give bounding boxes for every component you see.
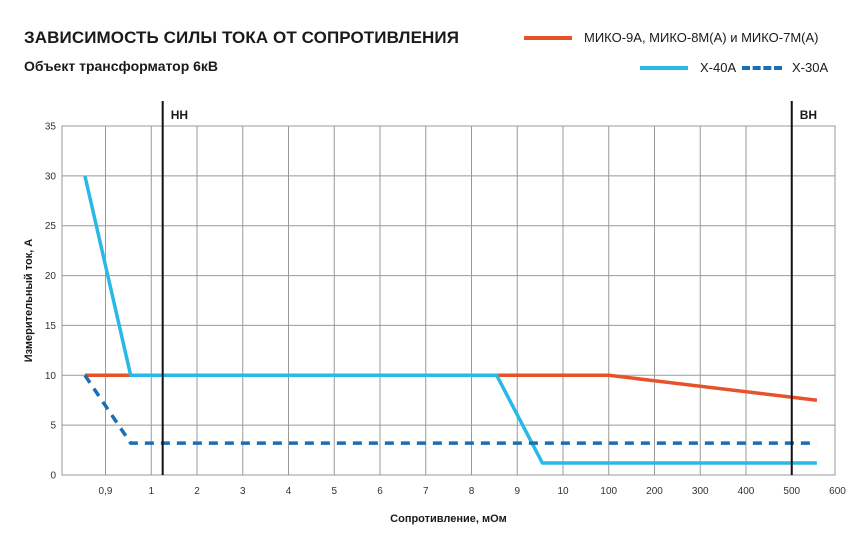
y-tick-label: 10	[45, 371, 57, 382]
series-line-miko	[84, 373, 818, 402]
x-tick-label: 300	[692, 486, 709, 497]
legend-label-x40: Х-40А	[700, 60, 737, 75]
legend-item-x40: Х-40А	[640, 60, 736, 75]
x-tick-label: 9	[514, 486, 520, 497]
y-tick-label: 25	[45, 221, 57, 232]
y-tick-label: 20	[45, 271, 57, 282]
y-tick-label: 5	[50, 421, 56, 432]
legend-item-x30: Х-30А	[742, 60, 828, 75]
x-tick-label: 4	[286, 486, 292, 497]
series-line-x30	[83, 374, 817, 445]
x-tick-label: 7	[423, 486, 429, 497]
x-tick-label: 5	[331, 486, 337, 497]
legend-swatch-x30	[742, 65, 782, 70]
legend-swatch-miko	[524, 35, 572, 40]
y-axis-label: Измерительный ток, А	[23, 239, 35, 363]
chart-title: ЗАВИСИМОСТЬ СИЛЫ ТОКА ОТ СОПРОТИВЛЕНИЯ	[24, 28, 460, 47]
x-tick-label: 600	[829, 486, 846, 497]
x-tick-label: 100	[600, 486, 617, 497]
x-tick-label: 200	[646, 486, 663, 497]
marker-label-nn: НН	[171, 108, 188, 122]
legend-swatch-x40	[640, 65, 688, 70]
x-tick-label: 10	[557, 486, 569, 497]
y-tick-label: 15	[45, 321, 57, 332]
x-tick-label: 400	[738, 486, 755, 497]
legend-label-miko: МИКО-9А, МИКО-8М(А) и МИКО-7М(А)	[584, 30, 819, 45]
plot-frame	[61, 125, 836, 476]
legend-item-miko: МИКО-9А, МИКО-8М(А) и МИКО-7М(А)	[524, 30, 819, 45]
x-tick-label: 1	[148, 486, 154, 497]
x-axis-label: Сопротивление, мОм	[390, 513, 507, 525]
y-tick-label: 0	[50, 471, 56, 482]
marker-label-vn: ВН	[800, 108, 817, 122]
x-tick-label: 6	[377, 486, 383, 497]
x-tick-label: 0,9	[99, 486, 113, 497]
x-tick-label: 8	[469, 486, 475, 497]
chart-subtitle: Объект трансформатор 6кВ	[24, 58, 219, 74]
y-tick-label: 35	[45, 122, 57, 133]
x-tick-label: 500	[783, 486, 800, 497]
x-tick-label: 3	[240, 486, 246, 497]
x-tick-label: 2	[194, 486, 200, 497]
y-tick-label: 30	[45, 171, 57, 182]
series-line-x40	[83, 175, 817, 465]
legend-label-x30: Х-30А	[792, 60, 829, 75]
